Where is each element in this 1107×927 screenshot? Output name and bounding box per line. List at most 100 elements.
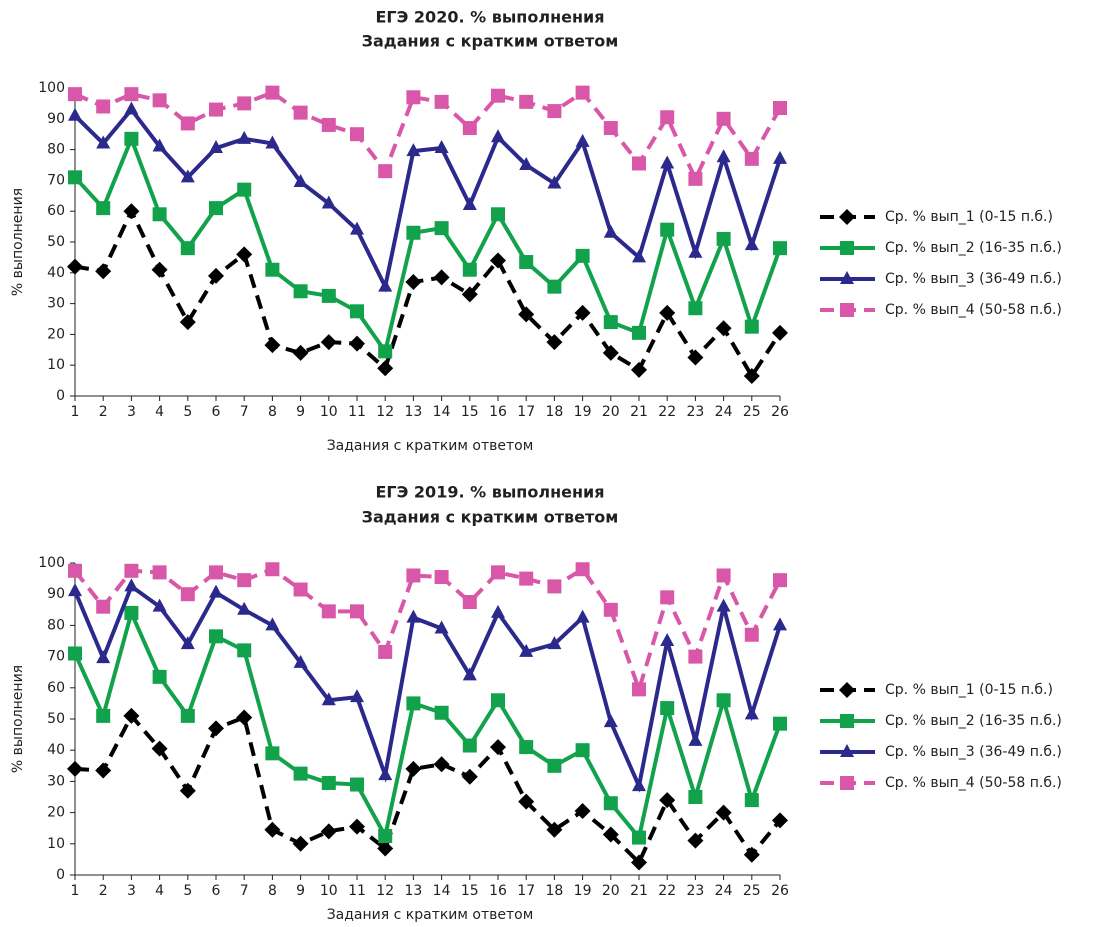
data-point	[236, 246, 253, 263]
data-point	[773, 150, 787, 164]
data-point	[491, 604, 505, 618]
data-point	[68, 646, 82, 661]
data-point	[575, 609, 590, 623]
data-point	[378, 344, 393, 359]
series-line	[74, 206, 782, 380]
data-point	[350, 127, 364, 142]
data-point	[575, 133, 590, 147]
data-point	[547, 758, 562, 773]
data-point	[96, 599, 111, 614]
data-point	[519, 157, 534, 170]
y-tick-label: 80	[47, 617, 65, 633]
data-point	[547, 579, 562, 594]
data-point	[632, 325, 646, 340]
data-point	[152, 598, 167, 612]
data-point	[349, 818, 365, 835]
series-line	[73, 106, 782, 293]
data-point	[773, 716, 787, 731]
data-point	[209, 584, 223, 598]
data-point	[179, 314, 196, 331]
y-tick-label: 40	[47, 742, 65, 758]
y-axis-title: % выполнения	[10, 188, 26, 296]
data-point	[772, 324, 788, 341]
data-point	[632, 682, 646, 697]
legend-label: Ср. % вып_3 (36-49 п.б.)	[885, 744, 1062, 760]
y-tick-label: 20	[47, 805, 65, 821]
data-point	[406, 225, 421, 240]
y-tick-label: 60	[47, 203, 65, 219]
data-point	[603, 602, 618, 617]
y-tick-label: 0	[56, 867, 65, 883]
data-point	[293, 284, 308, 299]
data-point	[124, 605, 139, 620]
y-tick-label: 90	[47, 586, 65, 602]
x-tick-label: 8	[268, 883, 277, 899]
y-axis-title: % выполнения	[10, 665, 26, 773]
legend-label: Ср. % вып_3 (36-49 п.б.)	[885, 271, 1062, 287]
legend-marker	[840, 271, 854, 284]
data-point	[491, 693, 505, 708]
x-tick-label: 1	[71, 404, 80, 420]
data-point	[603, 224, 618, 238]
y-tick-label: 10	[47, 357, 65, 373]
legend-marker	[839, 209, 855, 225]
data-point	[320, 823, 337, 840]
data-point	[209, 629, 223, 644]
legend-marker	[840, 776, 854, 790]
x-tick-label: 20	[602, 404, 620, 420]
data-point	[237, 573, 252, 588]
x-tick-label: 21	[630, 883, 648, 899]
data-point	[68, 563, 82, 578]
data-point	[631, 854, 647, 871]
data-point	[603, 121, 618, 136]
data-point	[547, 636, 562, 650]
data-point	[237, 130, 252, 144]
data-point	[660, 590, 675, 605]
data-point	[715, 804, 732, 821]
x-tick-label: 11	[348, 404, 366, 420]
data-point	[377, 360, 394, 377]
data-point	[124, 578, 139, 592]
data-point	[264, 821, 281, 838]
x-tick-label: 22	[658, 883, 676, 899]
x-tick-label: 24	[715, 404, 733, 420]
data-point	[123, 707, 140, 724]
data-point	[688, 244, 703, 258]
chart: ЕГЭ 2019. % выполнения Задания с кратким …	[10, 483, 1062, 924]
x-tick-label: 20	[602, 883, 620, 899]
data-point	[237, 96, 252, 111]
x-tick-label: 16	[489, 404, 507, 420]
data-point	[377, 840, 394, 857]
data-point	[237, 643, 252, 658]
data-point	[292, 835, 309, 852]
data-point	[659, 792, 676, 809]
data-point	[632, 778, 646, 792]
y-tick-label: 80	[47, 142, 65, 158]
x-tick-label: 18	[545, 883, 563, 899]
data-point	[491, 88, 505, 103]
data-point	[547, 279, 562, 294]
data-point	[180, 636, 195, 650]
data-point	[321, 117, 336, 132]
x-tick-label: 22	[658, 404, 676, 420]
data-point	[462, 197, 477, 211]
data-point	[434, 94, 449, 109]
data-point	[151, 740, 168, 757]
data-point	[67, 258, 83, 275]
data-point	[350, 221, 364, 235]
data-point	[406, 696, 421, 711]
data-point	[96, 135, 111, 149]
data-point	[687, 349, 704, 366]
y-tick-label: 30	[47, 296, 65, 312]
data-point	[180, 116, 195, 131]
y-tick-label: 70	[47, 172, 65, 188]
data-point	[350, 304, 364, 319]
x-tick-label: 19	[574, 883, 592, 899]
data-point	[68, 87, 82, 102]
data-point	[68, 107, 82, 121]
data-point	[265, 617, 280, 631]
data-point	[378, 164, 393, 179]
data-point	[574, 803, 591, 820]
data-point	[378, 278, 393, 292]
legend-marker	[840, 241, 854, 255]
